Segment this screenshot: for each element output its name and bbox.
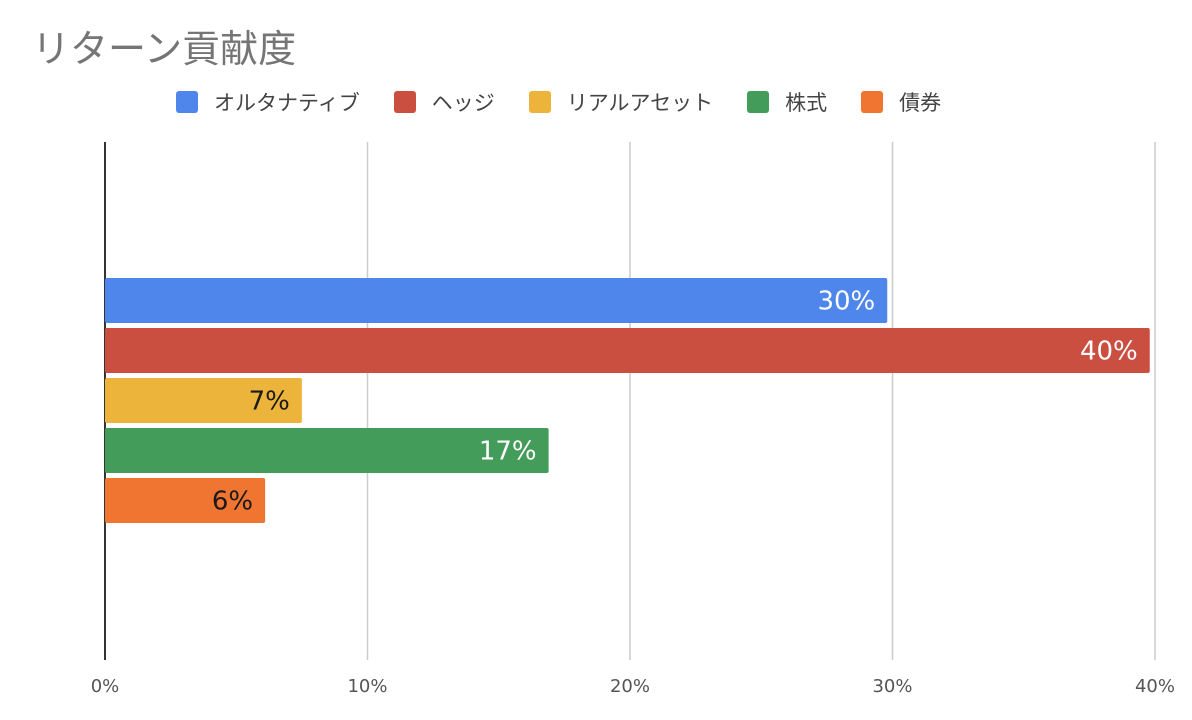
data-label: 7% [249, 387, 290, 417]
legend-item: リアルアセット [528, 87, 714, 117]
legend-item: 株式 [747, 87, 827, 117]
bar [105, 378, 302, 423]
x-tick-label: 0% [91, 676, 120, 697]
bar [105, 278, 888, 323]
x-tick-label: 10% [347, 676, 387, 697]
legend-label: ヘッジ [431, 91, 495, 115]
legend-label: リアルアセット [566, 91, 714, 115]
bar [105, 328, 1150, 373]
legend-item: オルタナティブ [176, 87, 360, 117]
bar [105, 478, 266, 523]
bar [105, 428, 549, 473]
legend: オルタナティブ ヘッジ リアルアセット 株式 債券 [176, 88, 975, 116]
x-tick-label: 20% [610, 676, 650, 697]
data-label: 30% [817, 287, 875, 317]
legend-label: オルタナティブ [214, 91, 360, 115]
data-label: 17% [479, 437, 537, 467]
legend-item: ヘッジ [393, 87, 495, 117]
legend-swatch [747, 91, 770, 113]
x-tick-label: 40% [1135, 676, 1175, 697]
legend-label: 債券 [899, 91, 942, 115]
x-tick-label: 30% [872, 676, 912, 697]
legend-swatch [861, 91, 884, 113]
legend-label: 株式 [785, 91, 828, 115]
legend-swatch [393, 91, 416, 113]
legend-item: 債券 [861, 87, 941, 117]
legend-swatch [528, 91, 551, 113]
data-label: 40% [1080, 337, 1138, 367]
legend-swatch [176, 91, 198, 113]
chart-title: リターン貢献度 [32, 27, 297, 71]
data-label: 6% [212, 487, 253, 517]
